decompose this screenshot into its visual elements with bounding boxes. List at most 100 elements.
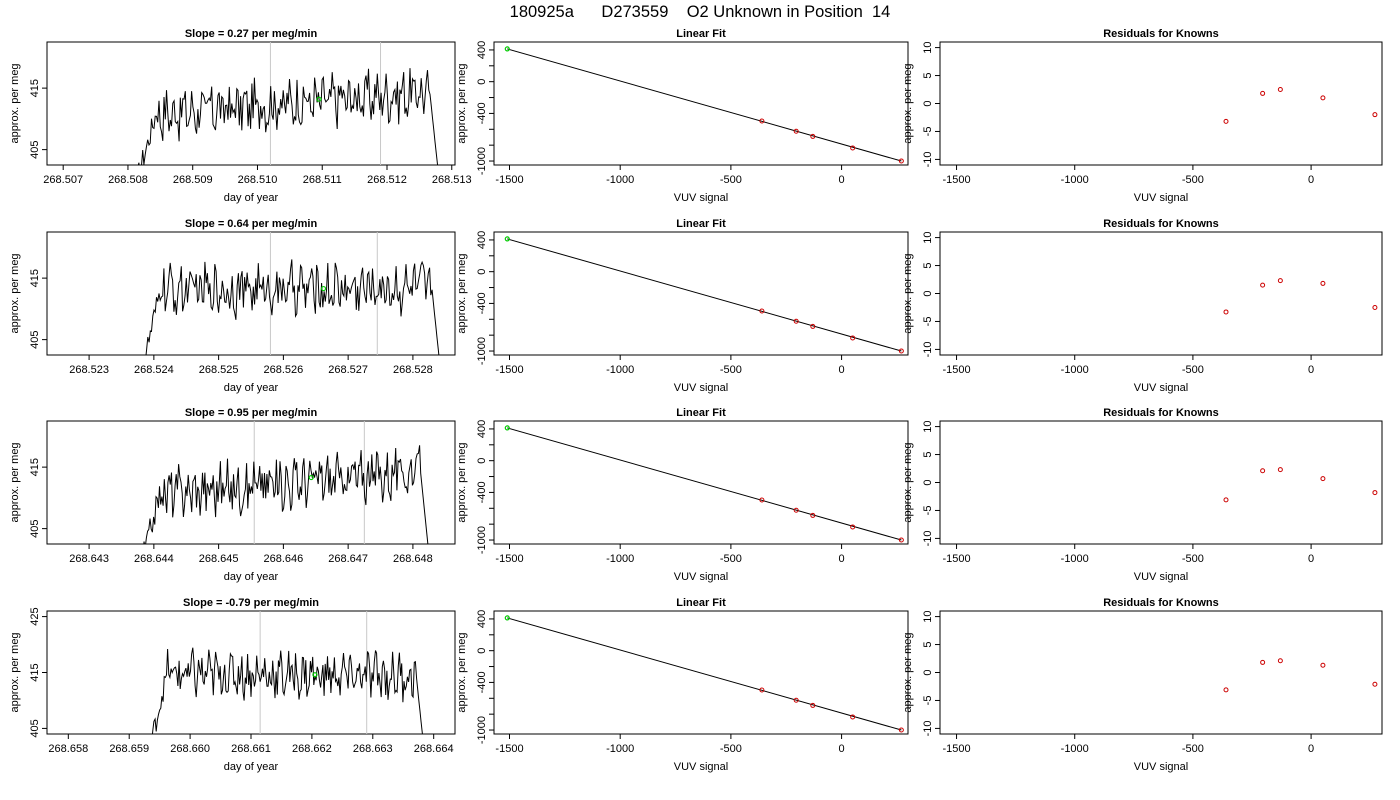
data-layer <box>137 42 439 165</box>
known-point <box>793 507 799 513</box>
data-layer <box>504 425 904 543</box>
x-tick-label: 0 <box>1308 364 1314 376</box>
y-tick-label: 425 <box>29 607 41 625</box>
known-point <box>759 308 765 314</box>
x-tick-label: -500 <box>1182 174 1204 186</box>
x-axis-label: day of year <box>224 192 279 204</box>
y-axis-label: approx. per meg <box>9 442 21 522</box>
panel-11: Residuals for Knowns -1500 -1000 -500 0 VUV s… <box>902 407 1383 583</box>
y-tick-label: -400 <box>476 292 488 314</box>
data-layer <box>504 46 904 164</box>
y-tick-label: -10 <box>922 151 934 167</box>
x-tick-label: 268.527 <box>328 364 368 376</box>
x-tick-label: 0 <box>839 364 845 376</box>
known-point <box>1320 476 1326 482</box>
y-tick-label: 0 <box>922 479 934 485</box>
x-axis-label: VUV signal <box>674 192 728 204</box>
known-point <box>1372 681 1378 687</box>
data-layer <box>143 421 429 544</box>
panel-title: Residuals for Knowns <box>1103 597 1219 609</box>
x-tick-label: -1000 <box>606 364 634 376</box>
plot-frame <box>46 41 456 166</box>
y-tick-label: -1000 <box>476 147 488 175</box>
data-layer <box>1223 278 1378 315</box>
known-point <box>1260 282 1266 288</box>
panel-9: Residuals for Knowns -1500 -1000 -500 0 VUV s… <box>902 28 1383 204</box>
known-point <box>759 687 765 693</box>
y-tick-label: 405 <box>29 140 41 158</box>
x-tick-label: -500 <box>720 174 742 186</box>
x-axis-label: VUV signal <box>674 761 728 773</box>
unknown-marker <box>316 96 322 102</box>
y-tick-label: 405 <box>29 719 41 737</box>
unknown-marker <box>320 285 327 292</box>
plot-frame <box>46 420 456 545</box>
x-tick-label: -500 <box>720 364 742 376</box>
x-tick-label: -1000 <box>606 743 634 755</box>
x-tick-label: 268.510 <box>238 174 278 186</box>
panel-3: Slope = 0.95 per meg/min 268.643 268.644 26… <box>9 407 456 583</box>
known-point <box>810 323 816 329</box>
y-tick-label: -1000 <box>476 337 488 365</box>
y-axis-label: approx. per meg <box>902 442 914 522</box>
panel-title: Slope = 0.95 per meg/min <box>185 407 318 419</box>
panel-2: Slope = 0.64 per meg/min 268.523 268.524 26… <box>9 218 456 394</box>
x-tick-label: 268.525 <box>199 364 239 376</box>
x-tick-label: 268.643 <box>69 553 109 565</box>
y-tick-label: 400 <box>476 420 488 438</box>
known-point <box>1277 87 1283 93</box>
o2-trace <box>151 647 423 734</box>
x-tick-label: 268.661 <box>231 743 271 755</box>
known-point <box>1372 490 1378 496</box>
y-tick-label: 0 <box>476 79 488 85</box>
known-point <box>1223 309 1229 315</box>
x-tick-label: 268.658 <box>48 743 88 755</box>
y-tick-label: -400 <box>476 671 488 693</box>
panel-title: Linear Fit <box>676 218 726 230</box>
known-point <box>898 158 904 164</box>
panel-title: Residuals for Knowns <box>1103 28 1219 40</box>
panel-1: Slope = 0.27 per meg/min 268.507 268.508 26… <box>9 28 472 204</box>
x-tick-label: -1500 <box>495 743 523 755</box>
data-layer <box>151 611 423 734</box>
y-tick-label: -400 <box>476 102 488 124</box>
x-tick-label: -1000 <box>1061 553 1089 565</box>
y-tick-label: 10 <box>922 610 934 622</box>
x-axis-label: VUV signal <box>1134 192 1188 204</box>
x-tick-label: 268.644 <box>134 553 174 565</box>
y-tick-label: 415 <box>29 663 41 681</box>
y-axis-label: approx. per meg <box>9 253 21 333</box>
x-tick-label: -1500 <box>942 174 970 186</box>
known-point <box>793 318 799 324</box>
panel-6: Linear Fit -1500 -1000 -500 0 VUV signal -1000… <box>456 218 909 394</box>
unknown-point <box>504 236 510 242</box>
x-axis-label: VUV signal <box>1134 382 1188 394</box>
y-tick-label: 405 <box>29 330 41 348</box>
known-point <box>850 714 856 720</box>
x-tick-label: -500 <box>1182 364 1204 376</box>
y-tick-label: -5 <box>922 127 934 137</box>
fit-line <box>507 238 902 352</box>
known-point <box>1320 662 1326 668</box>
known-point <box>1277 467 1283 473</box>
y-tick-label: -10 <box>922 720 934 736</box>
x-tick-label: 268.648 <box>393 553 433 565</box>
known-point <box>1223 687 1229 693</box>
x-tick-label: 268.660 <box>170 743 210 755</box>
x-tick-label: -1000 <box>606 553 634 565</box>
x-tick-label: -1500 <box>495 364 523 376</box>
y-axis-label: approx. per meg <box>902 63 914 143</box>
known-point <box>810 702 816 708</box>
x-tick-label: 0 <box>839 553 845 565</box>
x-tick-label: -1000 <box>606 174 634 186</box>
x-tick-label: 268.508 <box>108 174 148 186</box>
known-point <box>898 348 904 354</box>
x-tick-label: 0 <box>839 174 845 186</box>
fit-line <box>507 617 902 731</box>
x-tick-label: -1500 <box>942 364 970 376</box>
x-axis-label: day of year <box>224 761 279 773</box>
o2-trace <box>143 445 429 544</box>
panel-title: Linear Fit <box>676 407 726 419</box>
x-tick-label: 268.509 <box>173 174 213 186</box>
y-axis-label: approx. per meg <box>9 632 21 712</box>
